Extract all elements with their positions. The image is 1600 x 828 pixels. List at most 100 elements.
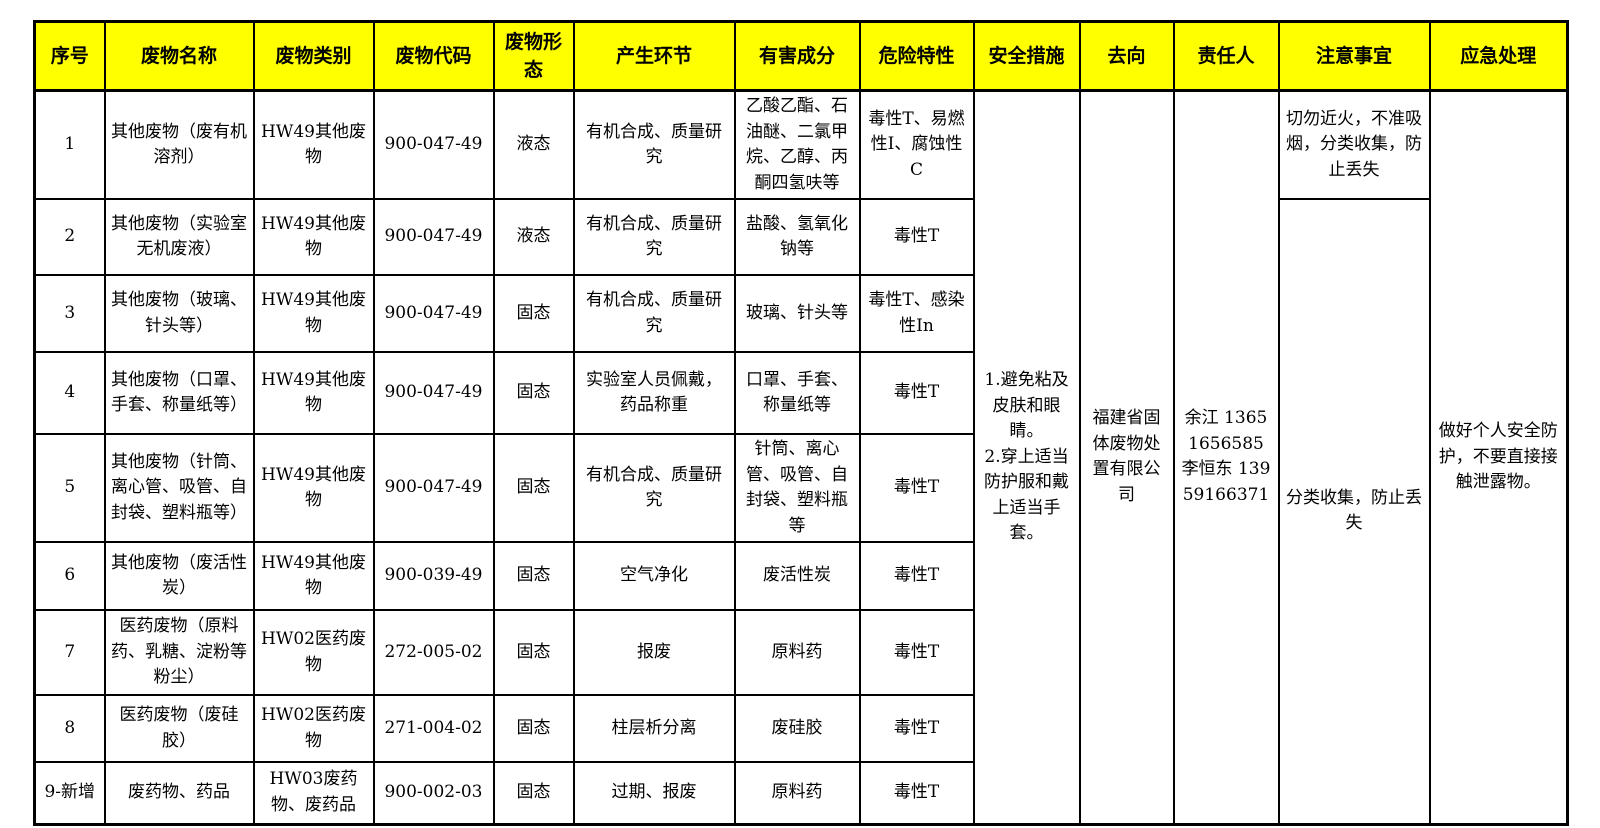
cell-waste-code: 272-005-02 [372,609,495,696]
cell-waste-name: 废药物、药品 [103,761,255,825]
cell-precautions-row1: 切勿近火，不准吸烟，分类收集，防止丢失 [1277,89,1431,200]
cell-harmful-components: 乙酸乙酯、石油醚、二氯甲烷、乙醇、丙酮四氢呋等 [733,89,861,200]
cell-waste-name: 其他废物（实验室无机废液） [103,198,255,276]
cell-responsible-person: 余江 13651656585 李恒东 13959166371 [1172,89,1280,825]
header-responsible-person: 责任人 [1172,20,1280,92]
header-safety-measures: 安全措施 [972,20,1081,92]
cell-generation-stage: 空气净化 [572,541,736,611]
header-waste-name: 废物名称 [103,20,255,92]
cell-serial: 6 [33,541,106,611]
cell-waste-form: 固态 [492,761,575,825]
cell-waste-form: 固态 [492,609,575,696]
header-waste-category: 废物类别 [252,20,375,92]
header-harmful-components: 有害成分 [733,20,861,92]
cell-waste-code: 900-047-49 [372,274,495,353]
cell-serial: 4 [33,351,106,435]
cell-waste-code: 900-047-49 [372,433,495,543]
cell-emergency-handling: 做好个人安全防护，不要直接接触泄露物。 [1428,89,1569,825]
cell-waste-form: 固态 [492,274,575,353]
header-waste-code: 废物代码 [372,20,495,92]
table-row: 1 其他废物（废有机溶剂） HW49其他废物 900-047-49 液态 有机合… [33,89,1569,825]
cell-serial: 5 [33,433,106,543]
table-row: 2 其他废物（实验室无机废液） HW49其他废物 900-047-49 液态 有… [33,198,1568,825]
cell-hazard-traits: 毒性T [858,694,975,763]
cell-hazard-traits: 毒性T [858,351,975,435]
cell-hazard-traits: 毒性T、易燃性I、腐蚀性C [858,89,975,200]
cell-harmful-components: 玻璃、针头等 [733,274,861,353]
cell-hazard-traits: 毒性T [858,433,975,543]
cell-waste-form: 固态 [492,433,575,543]
cell-waste-code: 900-047-49 [372,198,495,276]
cell-harmful-components: 废硅胶 [733,694,861,763]
cell-waste-category: HW49其他废物 [252,351,375,435]
cell-precautions-rows2-9: 分类收集，防止丢失 [1277,198,1431,825]
cell-waste-category: HW02医药废物 [252,694,375,763]
header-destination: 去向 [1078,20,1175,92]
cell-hazard-traits: 毒性T [858,198,975,276]
table-row: 9-新增 废药物、药品 HW03废药物、废药品 900-002-03 固态 过期… [33,761,1568,825]
header-generation-stage: 产生环节 [572,20,736,92]
cell-waste-form: 液态 [492,198,575,276]
table-row: 6 其他废物（废活性炭） HW49其他废物 900-039-49 固态 空气净化… [33,541,1568,611]
cell-generation-stage: 报废 [572,609,736,696]
header-emergency-handling: 应急处理 [1428,20,1569,92]
cell-serial: 8 [33,694,106,763]
cell-harmful-components: 废活性炭 [733,541,861,611]
cell-waste-category: HW49其他废物 [252,198,375,276]
cell-serial: 7 [33,609,106,696]
cell-waste-name: 医药废物（原料药、乳糖、淀粉等粉尘） [103,609,255,696]
cell-waste-code: 900-002-03 [372,761,495,825]
cell-waste-category: HW49其他废物 [252,89,375,200]
cell-serial: 9-新增 [33,761,106,825]
cell-waste-category: HW49其他废物 [252,433,375,543]
table-header: 序号 废物名称 废物类别 废物代码 废物形态 产生环节 有害成分 危险特性 安全… [33,20,1569,92]
cell-hazard-traits: 毒性T [858,761,975,825]
cell-waste-code: 900-039-49 [372,541,495,611]
cell-waste-name: 其他废物（废有机溶剂） [103,89,255,200]
cell-serial: 3 [33,274,106,353]
cell-waste-category: HW49其他废物 [252,541,375,611]
cell-generation-stage: 有机合成、质量研究 [572,274,736,353]
cell-waste-name: 其他废物（口罩、手套、称量纸等） [103,351,255,435]
cell-waste-name: 其他废物（针筒、离心管、吸管、自封袋、塑料瓶等） [103,433,255,543]
table-row: 4 其他废物（口罩、手套、称量纸等） HW49其他废物 900-047-49 固… [33,351,1568,435]
table-row: 3 其他废物（玻璃、针头等） HW49其他废物 900-047-49 固态 有机… [33,274,1568,353]
cell-harmful-components: 盐酸、氢氧化钠等 [733,198,861,276]
cell-generation-stage: 有机合成、质量研究 [572,89,736,200]
cell-serial: 2 [33,198,106,276]
cell-waste-category: HW49其他废物 [252,274,375,353]
cell-waste-code: 900-047-49 [372,351,495,435]
cell-waste-name: 其他废物（废活性炭） [103,541,255,611]
table-body: 1 其他废物（废有机溶剂） HW49其他废物 900-047-49 液态 有机合… [33,89,1569,825]
cell-waste-code: 271-004-02 [372,694,495,763]
table-row: 8 医药废物（废硅胶） HW02医药废物 271-004-02 固态 柱层析分离… [33,694,1568,763]
cell-waste-name: 其他废物（玻璃、针头等） [103,274,255,353]
header-waste-form: 废物形态 [492,20,575,92]
cell-safety-measures: 1.避免粘及皮肤和眼睛。 2.穿上适当防护服和戴上适当手套。 [972,89,1081,825]
cell-generation-stage: 有机合成、质量研究 [572,433,736,543]
header-row: 序号 废物名称 废物类别 废物代码 废物形态 产生环节 有害成分 危险特性 安全… [33,20,1569,92]
cell-waste-category: HW03废药物、废药品 [252,761,375,825]
header-precautions: 注意事宜 [1277,20,1431,92]
header-serial-number: 序号 [33,20,106,92]
cell-generation-stage: 过期、报废 [572,761,736,825]
cell-destination: 福建省固体废物处置有限公司 [1078,89,1175,825]
cell-waste-code: 900-047-49 [372,89,495,200]
cell-waste-form: 固态 [492,541,575,611]
cell-generation-stage: 实验室人员佩戴，药品称重 [572,351,736,435]
cell-generation-stage: 有机合成、质量研究 [572,198,736,276]
cell-waste-form: 固态 [492,351,575,435]
cell-waste-category: HW02医药废物 [252,609,375,696]
header-hazard-traits: 危险特性 [858,20,975,92]
cell-serial: 1 [33,89,106,200]
cell-waste-form: 液态 [492,89,575,200]
cell-waste-form: 固态 [492,694,575,763]
cell-harmful-components: 原料药 [733,609,861,696]
cell-hazard-traits: 毒性T、感染性In [858,274,975,353]
cell-waste-name: 医药废物（废硅胶） [103,694,255,763]
cell-generation-stage: 柱层析分离 [572,694,736,763]
table-row: 5 其他废物（针筒、离心管、吸管、自封袋、塑料瓶等） HW49其他废物 900-… [33,433,1568,543]
table-row: 7 医药废物（原料药、乳糖、淀粉等粉尘） HW02医药废物 272-005-02… [33,609,1568,696]
cell-harmful-components: 口罩、手套、称量纸等 [733,351,861,435]
